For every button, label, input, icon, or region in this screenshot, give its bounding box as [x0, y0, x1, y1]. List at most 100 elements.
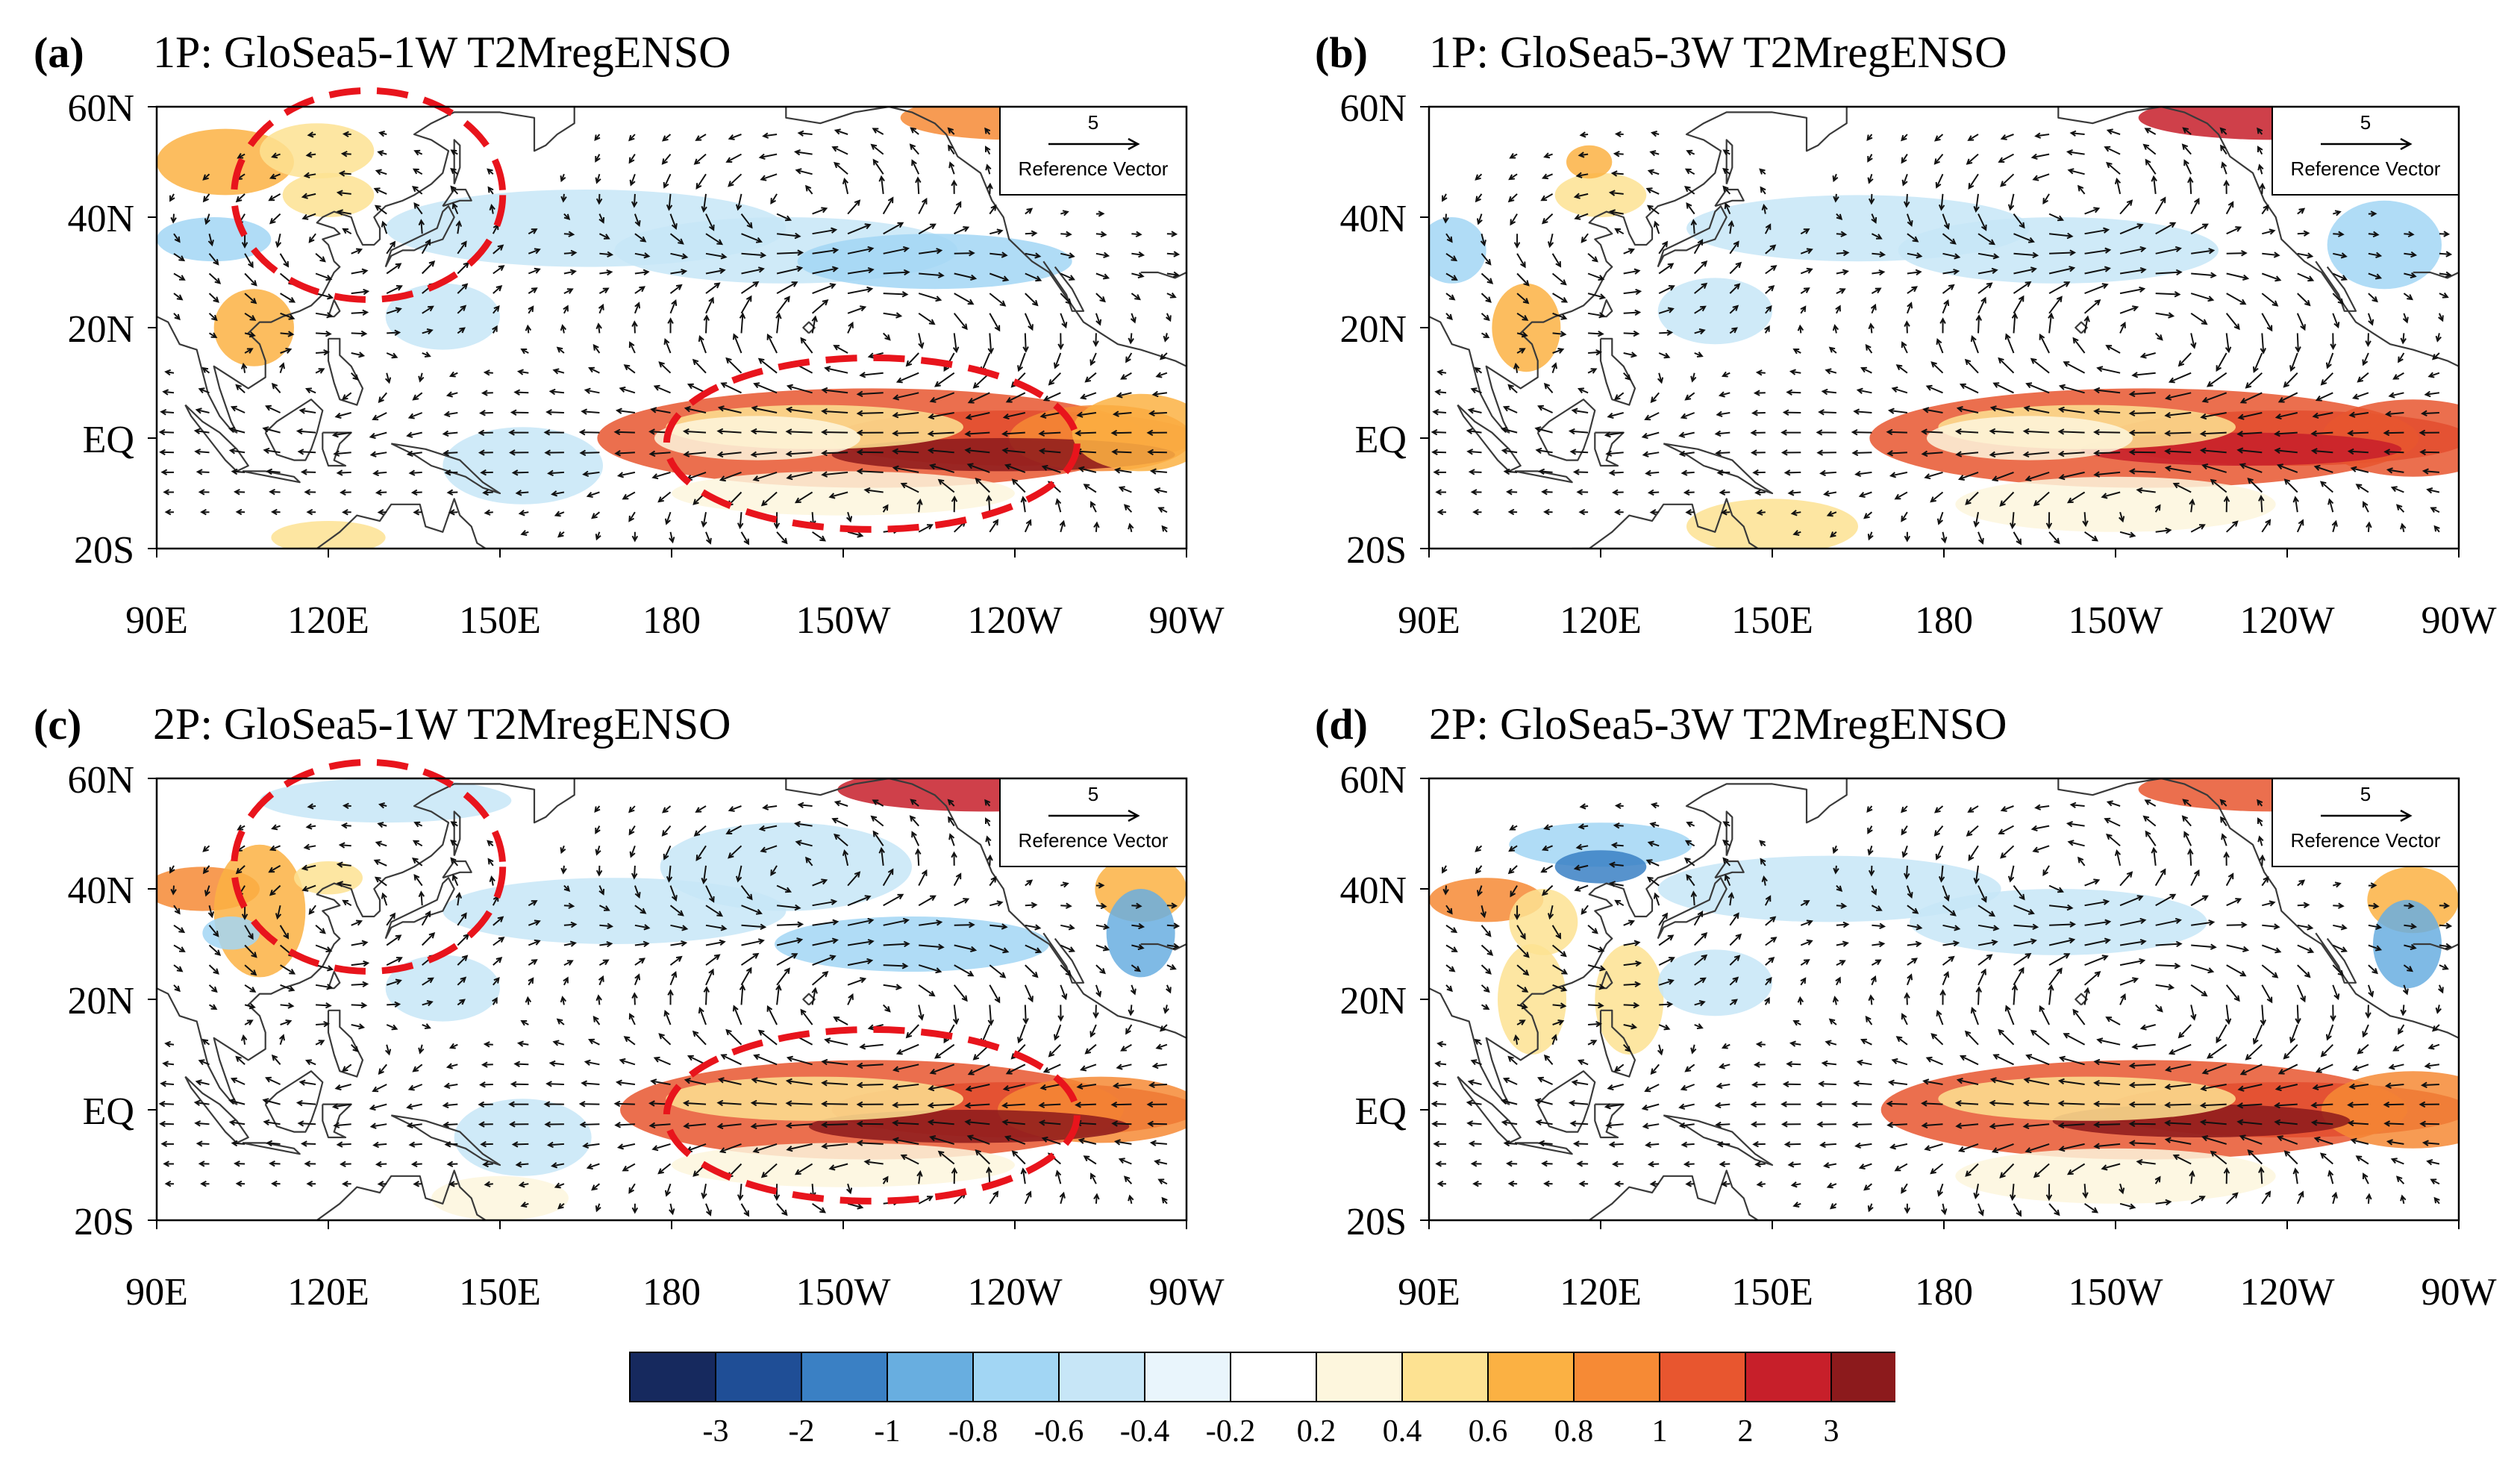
wind-vector — [2224, 1005, 2232, 1025]
wind-vector — [2013, 938, 2037, 946]
wind-vector — [369, 431, 387, 440]
wind-vector — [1867, 825, 1873, 834]
wind-vector — [1904, 992, 1910, 1005]
wind-vector — [240, 362, 248, 373]
wind-vector — [173, 293, 184, 301]
wind-vector — [650, 407, 671, 413]
wind-vector — [340, 822, 351, 829]
wind-vector — [619, 386, 636, 394]
wind-vector — [1856, 1059, 1872, 1066]
wind-vector — [2022, 451, 2050, 458]
wind-vector — [1765, 244, 1777, 254]
wind-vector — [1722, 840, 1730, 847]
wind-vector — [384, 1044, 392, 1056]
wind-vector — [833, 345, 848, 354]
wind-vector — [2119, 246, 2147, 254]
wind-vector — [2368, 272, 2383, 280]
wind-vector — [2388, 392, 2404, 399]
wind-vector — [1623, 288, 1642, 296]
wind-vector — [2119, 223, 2144, 235]
wind-vector — [821, 471, 848, 478]
wind-vector — [847, 871, 861, 887]
wind-vector — [377, 509, 387, 516]
wind-vector — [1977, 885, 1987, 903]
wind-vector — [455, 219, 463, 234]
wind-vector — [263, 1119, 281, 1126]
coastline — [1536, 399, 1596, 461]
wind-vector — [244, 925, 254, 940]
wind-vector — [2331, 519, 2338, 533]
wind-vector — [280, 1002, 295, 1009]
wind-vector — [1680, 1141, 1695, 1148]
wind-vector — [598, 959, 610, 966]
wind-vector — [2221, 161, 2227, 175]
anomaly-shading — [1657, 949, 1772, 1017]
wind-vector — [800, 337, 813, 354]
wind-vector — [1825, 368, 1837, 375]
wind-vector — [164, 369, 175, 376]
wind-vector — [964, 1119, 990, 1125]
wind-vector — [2004, 333, 2015, 354]
wind-vector — [2181, 815, 2192, 827]
wind-vector — [616, 471, 636, 478]
wind-vector — [2388, 1064, 2404, 1070]
wind-vector — [664, 1183, 672, 1197]
wind-vector — [2093, 1079, 2121, 1087]
wind-vector — [557, 531, 565, 538]
wind-vector — [2168, 1043, 2192, 1055]
wind-vector — [2101, 491, 2121, 499]
wind-vector — [202, 173, 210, 181]
wind-vector — [1445, 313, 1453, 321]
wind-vector — [1694, 352, 1704, 357]
wind-vector — [919, 272, 945, 278]
wind-vector — [1833, 193, 1839, 203]
wind-vector — [2347, 448, 2369, 455]
wind-vector — [2419, 429, 2439, 437]
wind-vector — [954, 898, 970, 907]
wind-vector — [1832, 996, 1839, 1005]
wind-vector — [1964, 358, 1979, 374]
wind-vector — [164, 1040, 175, 1048]
wind-vector — [269, 884, 281, 896]
wind-vector — [1080, 392, 1097, 400]
wind-vector — [2183, 159, 2192, 175]
wind-vector — [622, 491, 636, 500]
wind-vector — [919, 943, 945, 950]
wind-vector — [444, 469, 458, 476]
wind-vector — [915, 176, 922, 194]
wind-vector — [1568, 428, 1589, 435]
wind-vector — [200, 1180, 210, 1187]
wind-vector — [1131, 902, 1142, 910]
wind-vector — [2439, 251, 2453, 257]
wind-vector — [305, 823, 316, 830]
wind-vector — [410, 489, 422, 496]
wind-vector — [1658, 240, 1669, 254]
wind-vector — [900, 1154, 919, 1165]
wind-vector — [1694, 1000, 1706, 1007]
wind-vector — [198, 489, 210, 496]
wind-vector — [279, 1034, 285, 1046]
wind-vector — [919, 919, 943, 926]
wind-vector — [1935, 173, 1944, 189]
wind-vector — [2164, 1102, 2192, 1108]
wind-vector — [670, 924, 689, 931]
wind-vector — [418, 372, 425, 383]
wind-vector — [821, 407, 848, 415]
wind-vector — [1872, 922, 1886, 930]
colorbar-label: 0.6 — [1469, 1414, 1508, 1449]
wind-vector — [948, 161, 955, 175]
anomaly-shading — [1554, 850, 1647, 884]
y-tick-label: 60N — [1339, 759, 1407, 802]
wind-vector — [683, 1122, 707, 1129]
wind-vector — [2084, 919, 2112, 926]
wind-vector — [1573, 193, 1589, 199]
wind-vector — [2247, 1149, 2263, 1165]
colorbar-label: -3 — [703, 1414, 729, 1449]
wind-vector — [1166, 922, 1181, 929]
wind-vector — [1645, 187, 1660, 195]
wind-vector — [1481, 944, 1494, 956]
wind-vector — [1025, 924, 1042, 931]
wind-vector — [1989, 428, 2014, 435]
wind-vector — [820, 1121, 848, 1128]
wind-vector — [208, 944, 222, 956]
